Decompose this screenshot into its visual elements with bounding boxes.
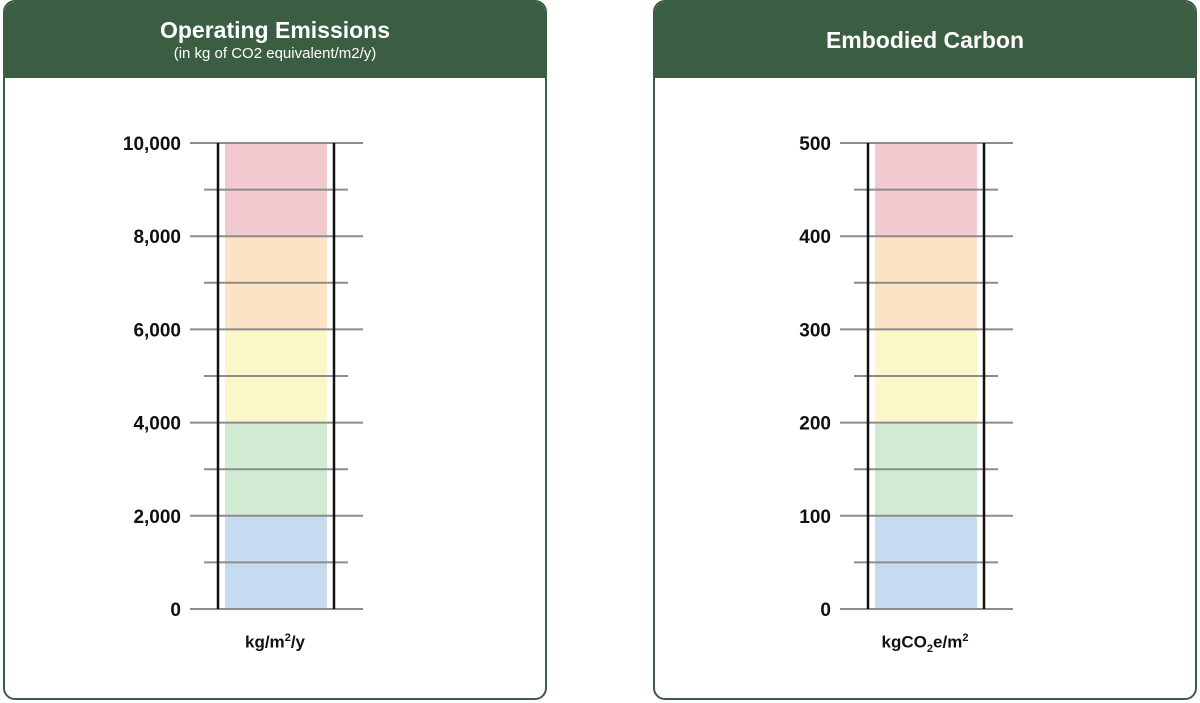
tick-label: 2,000 — [133, 507, 181, 528]
tick-label: 300 — [799, 320, 831, 341]
tick-label: 10,000 — [123, 134, 181, 155]
panel-title: Embodied Carbon — [825, 27, 1025, 53]
panel-header: Embodied Carbon — [655, 2, 1195, 78]
unit-label: kgCO2e/m2 — [881, 632, 969, 656]
panel-title: Operating Emissions — [159, 17, 391, 43]
tick-label: 6,000 — [133, 320, 181, 341]
embodied-carbon-panel: Embodied Carbon 0 100 200 300 400 500 kgCO2e/… — [653, 0, 1197, 700]
operating-emissions-gauge: 0 2,000 4,000 6,000 8,000 10,000 — [123, 134, 363, 621]
tick-label: 0 — [170, 600, 181, 621]
tick-label: 0 — [820, 600, 831, 621]
tick-label: 100 — [799, 507, 831, 528]
operating-emissions-panel: Operating Emissions (in kg of CO2 equiva… — [3, 0, 547, 700]
tick-label: 8,000 — [133, 227, 181, 248]
panel-header: Operating Emissions (in kg of CO2 equiva… — [5, 2, 545, 78]
tick-label: 200 — [799, 414, 831, 435]
tick-label: 500 — [799, 134, 831, 155]
tick-label: 4,000 — [133, 414, 181, 435]
tick-label: 400 — [799, 227, 831, 248]
panel-subtitle: (in kg of CO2 equivalent/m2/y) — [173, 45, 377, 62]
unit-label: kg/m2/y — [245, 632, 305, 652]
embodied-carbon-gauge: 0 100 200 300 400 500 — [799, 134, 1013, 621]
